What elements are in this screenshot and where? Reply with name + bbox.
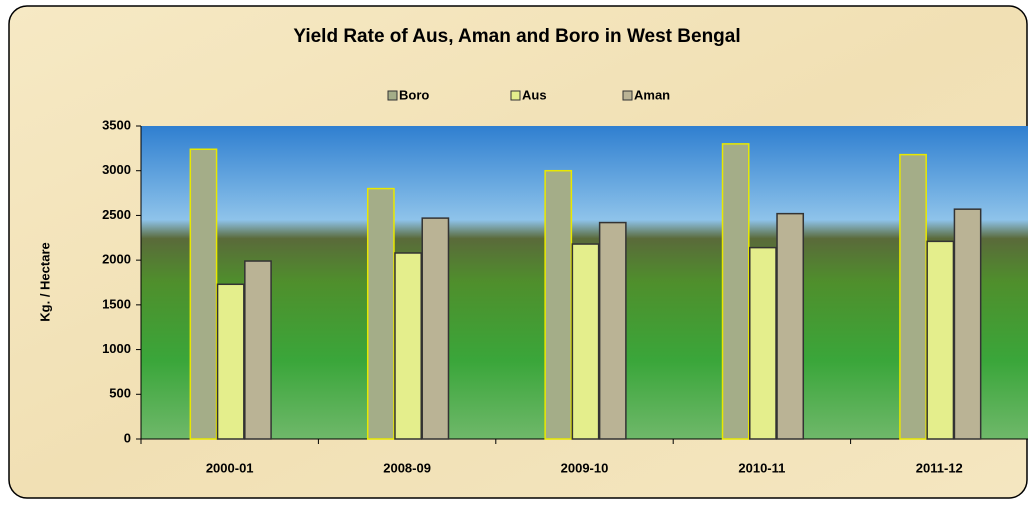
y-tick-label: 3500 xyxy=(102,117,131,132)
bar xyxy=(368,189,394,439)
x-tick-label: 2009-10 xyxy=(561,460,609,475)
legend-swatch xyxy=(623,91,632,100)
bar xyxy=(190,149,216,439)
legend-swatch xyxy=(388,91,397,100)
y-tick-label: 1500 xyxy=(102,296,131,311)
bar xyxy=(777,214,803,439)
bar xyxy=(900,155,926,439)
y-tick-label: 3000 xyxy=(102,162,131,177)
y-axis-label: Kg. / Hectare xyxy=(37,242,52,321)
x-tick-label: 2000-01 xyxy=(206,460,254,475)
y-tick-label: 2000 xyxy=(102,252,131,267)
x-tick-label: 2011-12 xyxy=(916,460,963,475)
bar xyxy=(572,244,598,439)
bar xyxy=(954,209,980,439)
x-tick-label: 2010-11 xyxy=(738,460,785,475)
y-tick-label: 500 xyxy=(109,386,131,401)
bar xyxy=(245,261,271,439)
legend-swatch xyxy=(511,91,520,100)
y-tick-label: 1000 xyxy=(102,341,131,356)
x-tick-label: 2008-09 xyxy=(383,460,431,475)
bar xyxy=(395,253,421,439)
bar xyxy=(927,241,953,439)
bar xyxy=(422,218,448,439)
chart-title: Yield Rate of Aus, Aman and Boro in West… xyxy=(293,26,740,47)
legend-label: Boro xyxy=(399,87,429,102)
y-tick-label: 2500 xyxy=(102,207,131,222)
bar xyxy=(545,171,571,439)
legend-label: Aus xyxy=(522,87,547,102)
legend-label: Aman xyxy=(634,87,670,102)
bar xyxy=(750,248,776,439)
bar xyxy=(723,144,749,439)
bar xyxy=(600,223,626,439)
y-tick-label: 0 xyxy=(124,430,131,445)
chart: Yield Rate of Aus, Aman and Boro in West… xyxy=(0,0,1034,506)
bar xyxy=(218,284,244,439)
